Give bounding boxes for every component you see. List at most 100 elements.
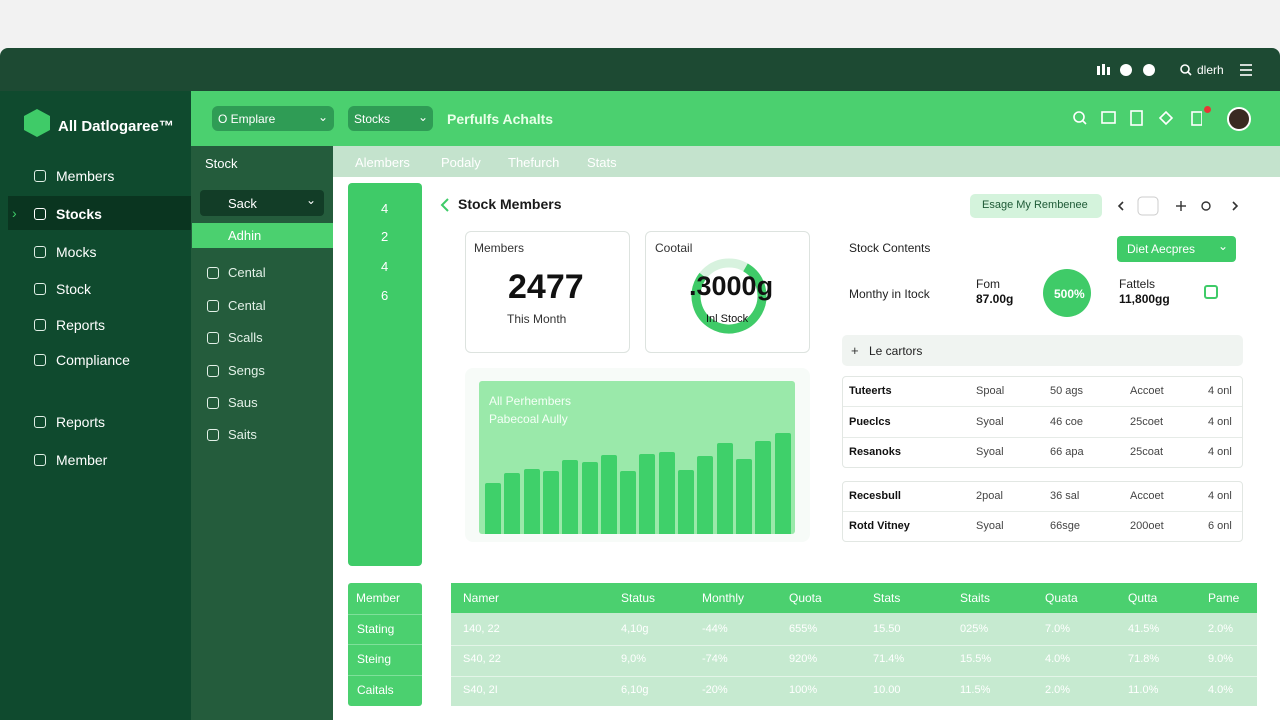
table-cell: 2.0% [1208, 623, 1234, 635]
avatar[interactable] [1227, 107, 1251, 131]
subnav-icon [207, 332, 219, 344]
tab[interactable]: Podaly [441, 155, 481, 170]
bar [716, 443, 733, 534]
nav-item[interactable]: Reports [56, 414, 106, 430]
table-cell: Syoal [976, 446, 1004, 458]
filter-bar[interactable] [842, 335, 1243, 366]
nav-item[interactable]: Compliance [56, 352, 130, 368]
nav-chevron: › [12, 205, 17, 221]
table-cell: 50 ags [1050, 385, 1084, 397]
nav-item[interactable]: Stocks [56, 206, 102, 222]
table-cell: 15.5% [960, 653, 992, 665]
bar [697, 456, 714, 534]
dropdown-label[interactable]: Stocks [354, 112, 391, 126]
row-divider [451, 676, 1257, 677]
tab[interactable]: Thefurch [508, 155, 560, 170]
table-cell: Resanoks [849, 446, 901, 458]
table-cell: 11.0% [1128, 684, 1159, 696]
nav-item[interactable]: Stock [56, 281, 92, 297]
bar [658, 452, 675, 534]
nav-icon [34, 454, 46, 466]
panel-button[interactable]: Esage My Rembenee [982, 199, 1088, 211]
table-cell: Pueclcs [849, 416, 891, 428]
logo-text: All Datlogaree™ [58, 118, 174, 135]
subnav-active[interactable]: Adhin [228, 228, 262, 243]
filter-plus: + [851, 343, 859, 358]
table-body-bg [451, 613, 1257, 706]
subnav-item[interactable]: Cental [228, 265, 266, 280]
subnav-item[interactable]: Saits [228, 427, 257, 442]
table-cell: 200oet [1130, 520, 1164, 532]
dropdown-caret: ⌄ [318, 110, 329, 124]
left-table-cell: Stating [357, 622, 395, 636]
check-icon[interactable] [1204, 285, 1218, 299]
select-button[interactable] [1117, 236, 1236, 262]
row-divider [348, 675, 422, 676]
donut-arc [691, 258, 767, 334]
table-box [842, 481, 1243, 542]
bar [504, 473, 521, 534]
sub-dropdown[interactable] [200, 190, 324, 216]
nav-item[interactable]: Mocks [56, 244, 97, 260]
bar [581, 462, 598, 534]
table-cell: 2poal [976, 490, 1003, 502]
tab[interactable]: Alembers [355, 155, 410, 170]
column-header[interactable]: Quota [789, 591, 822, 605]
subnav-icon [207, 429, 219, 441]
row-divider [348, 614, 422, 615]
contents-button[interactable]: Diet Aecpres [1127, 242, 1196, 256]
nav-item[interactable]: Reports [56, 317, 106, 333]
tab[interactable]: Stats [587, 155, 617, 170]
nav-active-bg [8, 196, 191, 230]
column-header[interactable]: Monthly [702, 591, 745, 605]
subnav-item[interactable]: Sengs [228, 363, 265, 378]
back-arrow[interactable] [438, 196, 452, 214]
side-number: 4 [381, 201, 389, 216]
column-header[interactable]: Status [621, 591, 656, 605]
top-icons [1097, 64, 1252, 76]
action-button[interactable] [970, 194, 1102, 218]
card-label: Members [474, 241, 525, 255]
subnav-icon [207, 267, 219, 279]
pager[interactable] [1110, 196, 1245, 216]
subnav-item[interactable]: Scalls [228, 330, 263, 345]
table-cell: 655% [789, 623, 818, 635]
table-cell: 25coet [1130, 416, 1164, 428]
from-label: Fom [976, 277, 1000, 291]
column-header[interactable]: Namer [463, 591, 500, 605]
contents-title: Stock Contents [849, 241, 931, 255]
table-cell: Tuteerts [849, 385, 892, 397]
nav-item[interactable]: Member [56, 452, 108, 468]
dropdown[interactable] [212, 106, 334, 131]
table-cell: 36 sal [1050, 490, 1080, 502]
user-name: dlerh [1197, 63, 1224, 77]
table-cell: 46 coe [1050, 416, 1084, 428]
column-header[interactable]: Pame [1208, 591, 1240, 605]
filter-label[interactable]: Le cartors [869, 344, 923, 358]
table-cell: 100% [789, 684, 818, 696]
subnav-item[interactable]: Cental [228, 298, 266, 313]
table-cell: 4 onl [1208, 490, 1232, 502]
column-header[interactable]: Staits [960, 591, 991, 605]
dropdown[interactable] [348, 106, 433, 131]
column-header[interactable]: Stats [873, 591, 901, 605]
dropdown-label[interactable]: O Emplare [218, 112, 276, 126]
bar [562, 460, 579, 534]
nav-icon [34, 208, 46, 220]
nav-item[interactable]: Members [56, 168, 115, 184]
column-header[interactable]: Quata [1045, 591, 1078, 605]
nav-icon [34, 170, 46, 182]
contents-caret: ⌄ [1218, 239, 1229, 253]
row-divider [843, 437, 1242, 438]
table-cell: 9.0% [1208, 653, 1234, 665]
bar [678, 470, 694, 534]
subnav-dropdown[interactable]: Sack [228, 196, 257, 211]
table-cell: 10.00 [873, 684, 901, 696]
table-cell: Rotd Vitney [849, 520, 910, 532]
table-cell: 6 onl [1208, 520, 1232, 532]
subnav-item[interactable]: Saus [228, 395, 258, 410]
column-header[interactable]: Qutta [1128, 591, 1158, 605]
table-cell: 4 onl [1208, 446, 1232, 458]
table-cell: Syoal [976, 520, 1004, 532]
